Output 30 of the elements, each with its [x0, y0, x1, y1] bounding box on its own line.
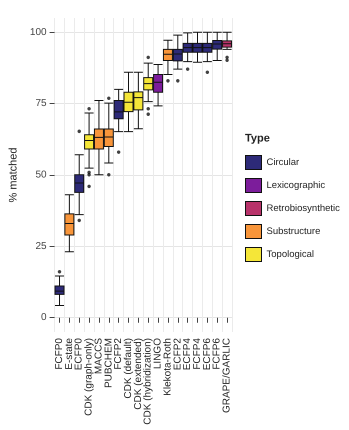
x-tick-label: Klekota-Roth — [162, 338, 174, 396]
x-tick-label: FCFP0 — [54, 338, 66, 370]
legend-title: Type — [245, 132, 270, 144]
x-tick-label: MACCS — [93, 338, 104, 374]
x-tick-label: ECFP0 — [74, 338, 85, 370]
y-tick-label: 25 — [35, 240, 48, 252]
x-tick-label: FCFP6 — [212, 338, 223, 370]
x-tick-label: ECFP6 — [202, 338, 213, 370]
x-tick-label: E-state — [64, 338, 75, 370]
legend-label: Topological — [266, 249, 314, 260]
legend-label: Retrobiosynthetic — [266, 203, 340, 214]
y-axis-title: % matched — [8, 147, 20, 203]
legend-label: Lexicographic — [266, 180, 326, 191]
y-tick-label: 75 — [35, 98, 48, 110]
x-tick-label: ECFP4 — [182, 338, 194, 370]
x-tick-label: ECFP2 — [172, 338, 184, 370]
x-tick-label: CDK (graph-only) — [84, 338, 95, 416]
legend-label: Substructure — [266, 226, 320, 237]
y-tick-label: 0 — [41, 312, 48, 324]
x-tick-label: CDK (default) — [123, 338, 134, 399]
x-tick-label: FCFP4 — [192, 338, 204, 370]
y-tick-label: 100 — [30, 26, 48, 38]
x-tick-label: CDK (extended) — [132, 338, 144, 410]
x-tick-label: CDK (hybridization) — [142, 338, 154, 425]
x-tick-label: PUBCHEM — [103, 338, 114, 388]
y-tick-label: 50 — [35, 170, 48, 180]
x-tick-label: GRAPE/GARLIC — [222, 338, 233, 414]
x-tick-label: LINGO — [152, 338, 164, 370]
x-tick-label: FCFP2 — [113, 338, 124, 370]
legend-label: Circular — [266, 157, 300, 168]
